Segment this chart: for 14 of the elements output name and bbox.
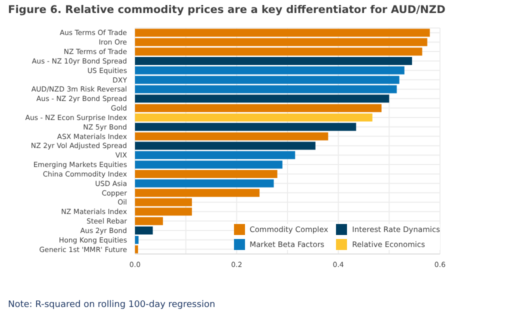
bar bbox=[135, 142, 316, 150]
chart-title: Figure 6. Relative commodity prices are a key differentiator for AUD/NZD bbox=[8, 4, 446, 16]
text: Note: R-squared on rolling 100-day regression bbox=[8, 300, 216, 310]
bar bbox=[135, 179, 274, 188]
bar bbox=[135, 245, 138, 254]
bar bbox=[135, 57, 412, 66]
bar bbox=[135, 122, 356, 131]
bar bbox=[135, 114, 372, 122]
bar bbox=[135, 170, 278, 178]
bar bbox=[135, 132, 328, 140]
bar bbox=[135, 94, 390, 103]
bar bbox=[135, 236, 139, 244]
bar bbox=[135, 104, 382, 112]
bar bbox=[135, 226, 153, 235]
